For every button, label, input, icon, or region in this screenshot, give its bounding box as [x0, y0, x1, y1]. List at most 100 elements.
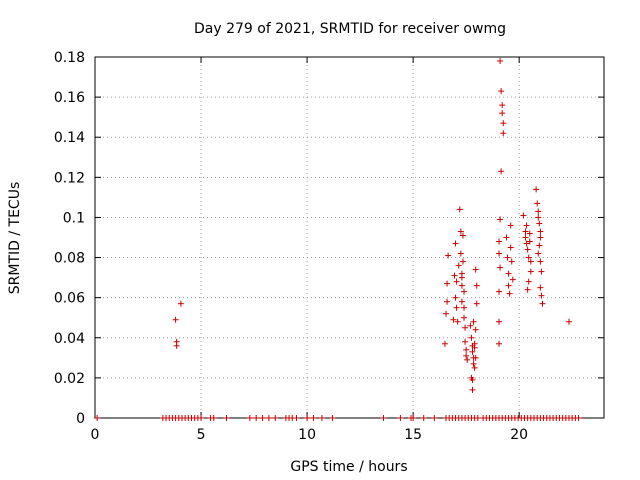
x-axis-label: GPS time / hours [290, 459, 407, 475]
data-point [329, 415, 336, 421]
data-point [497, 58, 504, 65]
data-point [473, 300, 480, 307]
data-point [522, 234, 529, 241]
data-point [472, 326, 479, 333]
data-point [459, 258, 466, 265]
y-tick-label: 0 [76, 411, 85, 427]
data-point [173, 342, 180, 349]
data-point [575, 415, 582, 421]
data-point [441, 340, 448, 347]
data-point [507, 244, 514, 251]
y-tick-label: 0.1 [63, 210, 85, 226]
data-point [522, 228, 529, 235]
data-point [472, 354, 479, 361]
data-point [525, 278, 532, 285]
plot-frame [94, 56, 605, 419]
data-point [420, 415, 427, 421]
data-point [538, 268, 545, 275]
data-point [497, 264, 504, 271]
data-point [293, 415, 300, 421]
data-point [442, 310, 449, 317]
data-point [520, 212, 527, 219]
data-point [463, 346, 470, 353]
data-point [272, 415, 279, 421]
data-point [380, 415, 387, 421]
data-point [526, 230, 533, 237]
data-point [470, 360, 477, 367]
data-point [472, 266, 479, 273]
data-point [462, 338, 469, 345]
data-point [535, 250, 542, 257]
data-point [462, 324, 469, 331]
data-point [464, 356, 471, 363]
data-point [527, 258, 534, 265]
data-point [469, 348, 476, 355]
data-point [450, 316, 457, 323]
data-point [535, 214, 542, 221]
data-point [498, 88, 505, 95]
data-point [471, 364, 478, 371]
data-point [453, 304, 460, 311]
data-point [538, 292, 545, 299]
data-point [566, 318, 573, 325]
data-point [536, 242, 543, 249]
data-point [533, 186, 540, 193]
data-point [452, 294, 459, 301]
y-tick-label: 0.18 [54, 50, 85, 66]
data-point [535, 208, 542, 215]
data-point [410, 415, 417, 421]
x-tick-label: 5 [197, 427, 206, 443]
data-point [524, 246, 531, 253]
data-point [457, 228, 464, 235]
data-point [431, 415, 438, 421]
y-tick-label: 0.12 [54, 170, 85, 186]
data-point [505, 282, 512, 289]
data-point [523, 222, 530, 229]
data-point [496, 250, 503, 257]
data-point [524, 286, 531, 293]
data-point [94, 415, 101, 421]
data-point [177, 300, 184, 307]
data-point [455, 262, 462, 269]
data-point [469, 376, 476, 383]
y-axis-label: SRMTID / TECUs [7, 182, 23, 295]
data-point [499, 102, 506, 109]
data-point [506, 290, 513, 297]
x-tick-label: 10 [298, 427, 316, 443]
data-point [527, 268, 534, 275]
data-point [497, 216, 504, 223]
data-point [471, 344, 478, 351]
data-point [198, 415, 205, 421]
data-point [537, 284, 544, 291]
data-point [458, 298, 465, 305]
data-point [537, 234, 544, 241]
data-point [444, 298, 451, 305]
data-point [507, 222, 514, 229]
y-tick-label: 0.06 [54, 291, 85, 307]
y-tick-label: 0.02 [54, 371, 85, 387]
data-point [304, 415, 311, 421]
data-point [452, 240, 459, 247]
data-point [461, 304, 468, 311]
data-point [539, 300, 546, 307]
data-point [474, 415, 481, 421]
data-point [223, 415, 230, 421]
data-point [456, 206, 463, 213]
y-tick-label: 0.14 [54, 130, 85, 146]
data-point [537, 228, 544, 235]
data-point [468, 334, 475, 341]
x-tick-label: 15 [404, 427, 422, 443]
data-point [444, 280, 451, 287]
data-point [459, 232, 466, 239]
data-point [498, 168, 505, 175]
data-point [265, 415, 272, 421]
data-point [172, 316, 179, 323]
data-point [397, 415, 404, 421]
data-point [453, 278, 460, 285]
data-point [503, 234, 510, 241]
y-tick-label: 0.16 [54, 90, 85, 106]
data-point [458, 282, 465, 289]
data-point [467, 322, 474, 329]
data-point [461, 314, 468, 321]
